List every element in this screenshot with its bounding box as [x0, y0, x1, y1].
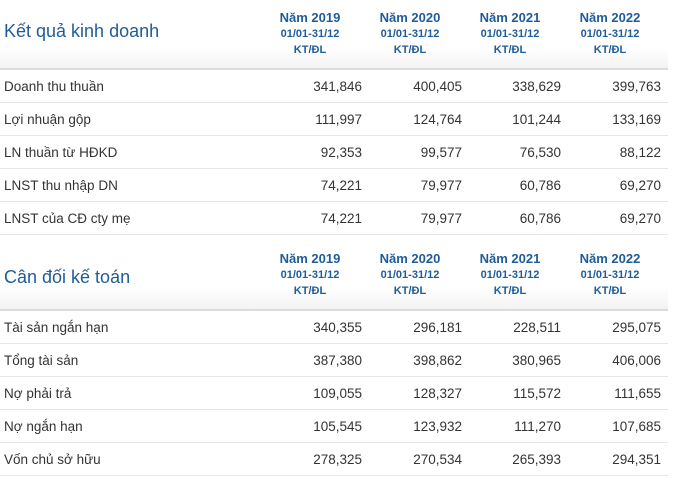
row-label: Vốn chủ sở hữu [4, 452, 101, 467]
row-value: 228,511 [513, 320, 561, 335]
row-value: 399,763 [612, 79, 661, 94]
row-label: Tài sản ngắn hạn [4, 320, 109, 335]
balance-col-2022: Năm 2022 01/01-31/12 KT/ĐL [560, 251, 660, 299]
row-value: 278,325 [313, 452, 362, 467]
row-value: 76,530 [519, 145, 561, 160]
row-value: 109,055 [313, 386, 362, 401]
row-label: LNST của CĐ cty mẹ [4, 211, 131, 226]
income-col-2020: Năm 2020 01/01-31/12 KT/ĐL [360, 10, 460, 58]
row-label: Lợi nhuận gộp [4, 112, 91, 127]
income-title[interactable]: Kết quả kinh doanh [4, 21, 160, 41]
row-label: Nợ phải trả [4, 386, 72, 401]
col-year: Năm 2022 [579, 251, 641, 266]
income-header: Kết quả kinh doanh Năm 2019 01/01-31/12 … [0, 0, 668, 70]
row-value: 338,629 [512, 79, 561, 94]
col-year: Năm 2021 [479, 251, 541, 266]
col-type: KT/ĐL [593, 285, 627, 297]
row-value: 115,572 [513, 386, 561, 401]
table-row: Tài sản ngắn hạn 340,355 296,181 228,511… [0, 311, 668, 344]
row-value: 60,786 [519, 211, 561, 226]
row-value: 101,244 [512, 112, 561, 127]
col-year: Năm 2022 [579, 10, 641, 25]
row-label: Tổng tài sản [4, 353, 79, 368]
row-value: 387,380 [313, 353, 362, 368]
row-value: 111,655 [614, 386, 661, 401]
col-period: 01/01-31/12 [380, 28, 440, 40]
row-value: 69,270 [619, 178, 661, 193]
col-period: 01/01-31/12 [580, 269, 640, 281]
row-value: 111,997 [315, 112, 362, 127]
table-row: LNST của CĐ cty mẹ 74,221 79,977 60,786 … [0, 202, 668, 235]
col-type: KT/ĐL [593, 44, 627, 56]
row-value: 341,846 [313, 79, 362, 94]
row-value: 111,270 [514, 419, 561, 434]
col-year: Năm 2020 [379, 251, 441, 266]
col-period: 01/01-31/12 [280, 28, 340, 40]
row-value: 398,862 [413, 353, 462, 368]
col-type: KT/ĐL [493, 44, 527, 56]
row-value: 123,932 [413, 419, 462, 434]
col-type: KT/ĐL [493, 285, 527, 297]
col-period: 01/01-31/12 [380, 269, 440, 281]
row-value: 79,977 [420, 211, 462, 226]
table-row: Lợi nhuận gộp 111,997 124,764 101,244 13… [0, 103, 668, 136]
table-row: LN thuần từ HĐKD 92,353 99,577 76,530 88… [0, 136, 668, 169]
col-type: KT/ĐL [393, 44, 427, 56]
row-value: 88,122 [619, 145, 661, 160]
col-year: Năm 2021 [479, 10, 541, 25]
row-value: 74,221 [320, 178, 362, 193]
row-value: 265,393 [512, 452, 561, 467]
row-value: 294,351 [612, 452, 661, 467]
col-period: 01/01-31/12 [580, 28, 640, 40]
row-value: 74,221 [320, 211, 362, 226]
row-value: 380,965 [512, 353, 561, 368]
row-value: 105,545 [313, 419, 362, 434]
income-col-2022: Năm 2022 01/01-31/12 KT/ĐL [560, 10, 660, 58]
balance-col-2021: Năm 2021 01/01-31/12 KT/ĐL [460, 251, 560, 299]
table-row: Nợ phải trả 109,055 128,327 115,572 111,… [0, 377, 668, 410]
row-value: 400,405 [413, 79, 462, 94]
table-row: Doanh thu thuần 341,846 400,405 338,629 … [0, 70, 668, 103]
col-type: KT/ĐL [393, 285, 427, 297]
row-value: 296,181 [413, 320, 462, 335]
table-row: Vốn chủ sở hữu 278,325 270,534 265,393 2… [0, 443, 668, 476]
row-value: 340,355 [313, 320, 362, 335]
row-value: 270,534 [413, 452, 462, 467]
row-value: 79,977 [420, 178, 462, 193]
row-value: 69,270 [619, 211, 661, 226]
row-label: Nợ ngắn hạn [4, 419, 83, 434]
row-value: 60,786 [519, 178, 561, 193]
row-label: LN thuần từ HĐKD [4, 145, 118, 160]
balance-col-2019: Năm 2019 01/01-31/12 KT/ĐL [260, 251, 360, 299]
col-type: KT/ĐL [293, 285, 327, 297]
row-value: 295,075 [612, 320, 661, 335]
col-year: Năm 2020 [379, 10, 441, 25]
row-value: 92,353 [320, 145, 362, 160]
col-period: 01/01-31/12 [480, 28, 540, 40]
col-type: KT/ĐL [293, 44, 327, 56]
row-value: 133,169 [612, 112, 661, 127]
row-value: 406,006 [612, 353, 661, 368]
income-col-2019: Năm 2019 01/01-31/12 KT/ĐL [260, 10, 360, 58]
income-statement-table: Kết quả kinh doanh Năm 2019 01/01-31/12 … [0, 0, 668, 235]
row-value: 128,327 [413, 386, 462, 401]
table-row: Tổng tài sản 387,380 398,862 380,965 406… [0, 344, 668, 377]
row-value: 107,685 [612, 419, 661, 434]
income-col-2021: Năm 2021 01/01-31/12 KT/ĐL [460, 10, 560, 58]
table-row: LNST thu nhập DN 74,221 79,977 60,786 69… [0, 169, 668, 202]
row-label: Doanh thu thuần [4, 79, 104, 94]
col-period: 01/01-31/12 [280, 269, 340, 281]
balance-header: Cân đối kế toán Năm 2019 01/01-31/12 KT/… [0, 235, 668, 311]
row-value: 99,577 [420, 145, 462, 160]
col-period: 01/01-31/12 [480, 269, 540, 281]
balance-col-2020: Năm 2020 01/01-31/12 KT/ĐL [360, 251, 460, 299]
col-year: Năm 2019 [279, 10, 341, 25]
row-label: LNST thu nhập DN [4, 178, 118, 193]
table-row: Nợ ngắn hạn 105,545 123,932 111,270 107,… [0, 410, 668, 443]
col-year: Năm 2019 [279, 251, 341, 266]
balance-sheet-table: Cân đối kế toán Năm 2019 01/01-31/12 KT/… [0, 235, 668, 476]
balance-title[interactable]: Cân đối kế toán [4, 267, 131, 287]
row-value: 124,764 [413, 112, 462, 127]
